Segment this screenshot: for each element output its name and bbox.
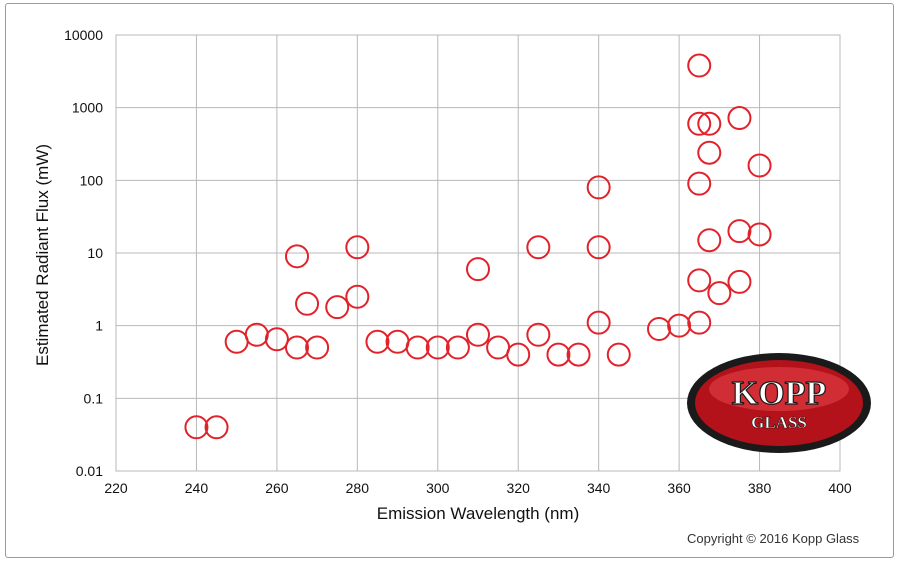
x-tick-label: 380	[748, 480, 772, 496]
data-point	[697, 228, 722, 253]
data-point	[365, 329, 390, 354]
data-point	[687, 171, 712, 196]
data-point	[486, 335, 511, 360]
data-point	[204, 415, 229, 440]
data-point	[747, 222, 772, 247]
data-point	[445, 335, 470, 360]
data-point	[184, 415, 209, 440]
data-point	[224, 329, 249, 354]
data-point	[264, 327, 289, 352]
y-tick-label: 0.01	[76, 463, 103, 479]
data-point	[687, 268, 712, 293]
data-point	[707, 281, 732, 306]
data-point	[586, 310, 611, 335]
kopp-glass-logo: KOPP GLASS	[687, 353, 871, 453]
data-point	[606, 342, 631, 367]
data-points	[184, 53, 772, 440]
data-point	[385, 329, 410, 354]
data-point	[727, 269, 752, 294]
data-point	[647, 316, 671, 341]
data-point	[466, 322, 490, 347]
x-axis-title: Emission Wavelength (nm)	[377, 504, 580, 523]
data-point	[566, 342, 591, 367]
y-tick-label: 1	[95, 318, 103, 334]
x-tick-label: 300	[426, 480, 450, 496]
x-tick-label: 260	[265, 480, 289, 496]
y-axis-title: Estimated Radiant Flux (mW)	[33, 144, 52, 366]
data-point	[586, 235, 611, 260]
data-point	[425, 335, 450, 360]
y-tick-label: 10000	[64, 27, 103, 43]
data-point	[305, 335, 330, 360]
data-point	[466, 257, 490, 282]
data-point	[667, 313, 692, 338]
x-tick-label: 280	[346, 480, 370, 496]
y-tick-label: 10	[87, 245, 103, 261]
x-tick-label: 340	[587, 480, 611, 496]
copyright-text: Copyright © 2016 Kopp Glass	[687, 531, 860, 546]
x-tick-label: 360	[667, 480, 691, 496]
y-tick-label: 100	[80, 172, 104, 188]
y-tick-label: 1000	[72, 100, 103, 116]
data-point	[727, 219, 752, 244]
y-tick-label: 0.1	[84, 390, 104, 406]
data-point	[546, 342, 571, 367]
x-tick-label: 320	[507, 480, 531, 496]
x-tick-label: 400	[828, 480, 852, 496]
data-point	[697, 140, 722, 165]
data-point	[687, 111, 712, 136]
data-point	[345, 284, 370, 309]
data-point	[295, 291, 320, 316]
plot-area	[115, 34, 841, 472]
data-point	[586, 175, 611, 200]
data-point	[325, 295, 350, 320]
data-point	[506, 342, 531, 367]
data-point	[285, 335, 309, 360]
data-point	[526, 322, 551, 347]
data-point	[345, 235, 370, 260]
svg-text:GLASS: GLASS	[751, 413, 807, 432]
data-point	[687, 310, 712, 335]
data-point	[285, 244, 309, 269]
data-point	[727, 106, 752, 131]
data-point	[526, 235, 551, 260]
x-tick-label: 220	[104, 480, 128, 496]
x-tick-labels: 220 240 260 280 300 320 340 360 380 400	[104, 480, 852, 496]
x-tick-label: 240	[185, 480, 209, 496]
data-point	[747, 153, 772, 178]
data-point	[697, 111, 722, 136]
svg-text:KOPP: KOPP	[732, 375, 826, 412]
data-point	[244, 322, 269, 347]
data-point	[405, 335, 430, 360]
chart-frame	[5, 3, 894, 558]
y-tick-labels: 10000 1000 100 10 1 0.1 0.01	[64, 27, 103, 479]
data-point	[687, 53, 712, 78]
